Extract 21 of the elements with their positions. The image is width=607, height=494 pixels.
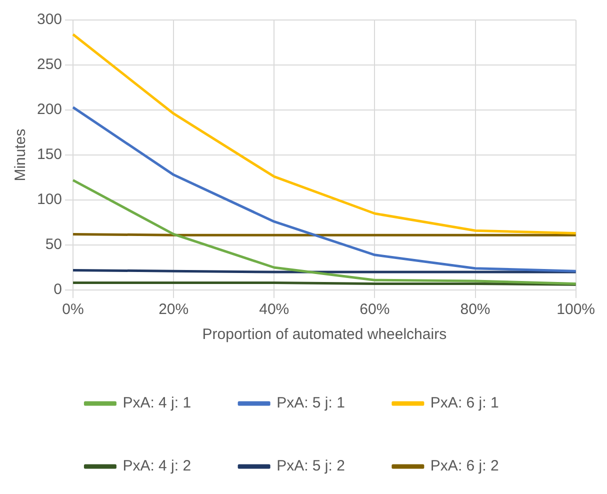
legend-label: PxA: 6 j: 1: [430, 394, 499, 412]
x-tick-label: 0%: [62, 301, 84, 318]
y-axis-title: Minutes: [12, 128, 30, 182]
y-tick-label: 200: [36, 101, 62, 118]
legend-label: PxA: 4 j: 2: [122, 458, 192, 475]
x-axis-title: Proportion of automated wheelchairs: [202, 326, 447, 344]
y-tick-label: 250: [36, 56, 62, 74]
y-tick-label: 300: [36, 11, 62, 28]
legend-label: PxA: 6 j: 2: [430, 458, 499, 475]
legend-label: PxA: 5 j: 2: [276, 458, 345, 475]
y-tick-label: 100: [36, 191, 62, 208]
legend-label: PxA: 4 j: 1: [122, 394, 192, 412]
x-tick-label: 80%: [460, 301, 490, 318]
x-tick-label: 20%: [158, 301, 189, 318]
x-tick-label: 60%: [360, 301, 390, 318]
y-tick-label: 150: [36, 146, 62, 164]
y-tick-label: 50: [45, 236, 62, 254]
x-tick-label: 100%: [556, 301, 596, 318]
legend-label: PxA: 5 j: 1: [276, 394, 345, 412]
y-tick-label: 0: [54, 281, 62, 298]
x-tick-label: 40%: [259, 301, 290, 318]
